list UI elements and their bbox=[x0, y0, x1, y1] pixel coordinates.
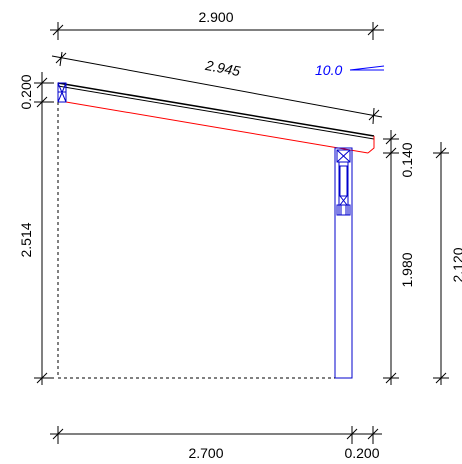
rafter-underside bbox=[65, 101, 369, 154]
bottom-span-label: 2.700 bbox=[188, 445, 223, 461]
dimension-top-width: 2.900 bbox=[50, 9, 384, 40]
ground-reference bbox=[57, 102, 335, 379]
slope-annotation: 10.0 bbox=[315, 62, 385, 78]
rafter-length-label: 2.945 bbox=[203, 57, 242, 79]
dimension-right-outer-vertical: 2.120 bbox=[433, 142, 462, 385]
slope-value: 10.0 bbox=[315, 62, 342, 78]
dimension-bottom: 2.700 0.200 bbox=[50, 426, 382, 461]
roof-rafter bbox=[57, 82, 375, 154]
bottom-post-width-label: 0.200 bbox=[344, 445, 379, 461]
dimension-rafter-length: 2.945 bbox=[51, 51, 383, 125]
right-post-height-label: 1.980 bbox=[399, 252, 415, 287]
dimension-left-vertical: 0.200 2.514 bbox=[18, 72, 54, 385]
left-total-height-label: 2.514 bbox=[18, 222, 34, 257]
top-width-label: 2.900 bbox=[198, 9, 233, 25]
left-wall-plate bbox=[57, 82, 67, 103]
dimension-right-inner-vertical: 0.140 1.980 bbox=[383, 130, 415, 385]
right-beam-height-label: 0.140 bbox=[399, 142, 415, 177]
right-post bbox=[334, 147, 353, 379]
left-top-height-label: 0.200 bbox=[18, 74, 34, 109]
right-total-height-label: 2.120 bbox=[450, 247, 462, 282]
